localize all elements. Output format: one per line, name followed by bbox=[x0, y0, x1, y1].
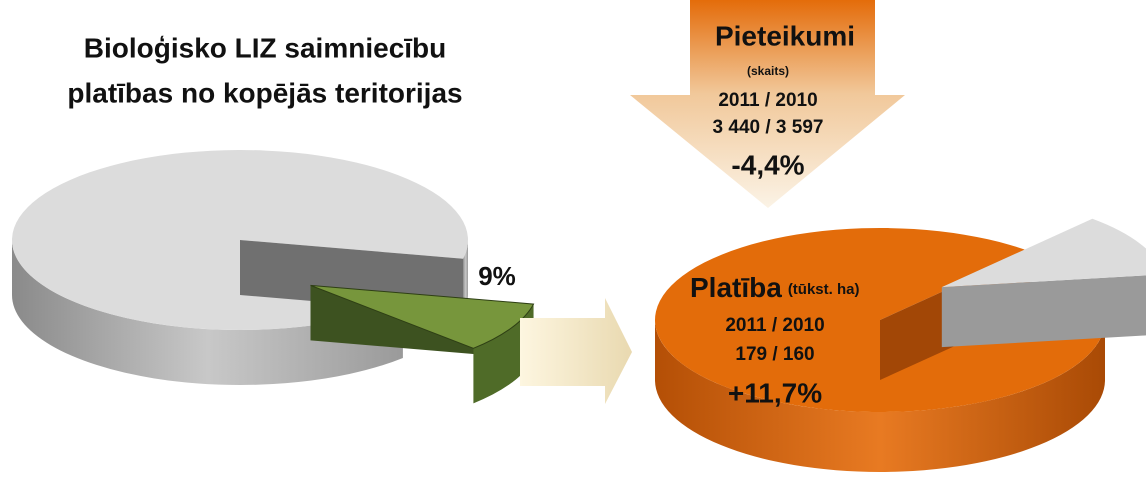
down-arrow bbox=[630, 0, 905, 208]
slice-top bbox=[941, 218, 1146, 288]
share-label: 9% bbox=[478, 261, 516, 291]
applications-unit: (skaits) bbox=[747, 64, 789, 78]
pie-side bbox=[463, 240, 468, 314]
shapes bbox=[520, 0, 905, 404]
area-unit: (tūkst. ha) bbox=[788, 281, 860, 298]
area-values: 179 / 160 bbox=[735, 344, 814, 365]
title-line: Bioloģisko LIZ saimniecību bbox=[84, 32, 447, 63]
pies bbox=[11, 150, 1146, 472]
area-years: 2011 / 2010 bbox=[725, 315, 824, 336]
area-title-text: Platība bbox=[690, 272, 782, 303]
applications-years: 2011 / 2010 bbox=[718, 90, 817, 111]
slice-side bbox=[473, 304, 534, 404]
pie-side bbox=[655, 320, 1105, 472]
pie-side bbox=[12, 240, 403, 385]
title-line: platības no kopējās teritorijas bbox=[67, 77, 462, 108]
applications-values: 3 440 / 3 597 bbox=[713, 117, 824, 138]
texts: Bioloģisko LIZ saimniecību platības no k… bbox=[67, 20, 855, 290]
share-slice bbox=[310, 284, 535, 404]
slice-top bbox=[310, 284, 535, 349]
area-change: +11,7% bbox=[728, 377, 822, 408]
right-arrow bbox=[520, 298, 632, 404]
area-title: Platība (tūkst. ha) bbox=[690, 272, 859, 303]
slice-cut bbox=[941, 275, 1146, 348]
applications-title: Pieteikumi bbox=[715, 20, 855, 51]
applications-change: -4,4% bbox=[731, 149, 804, 180]
pie-top bbox=[654, 227, 1105, 412]
